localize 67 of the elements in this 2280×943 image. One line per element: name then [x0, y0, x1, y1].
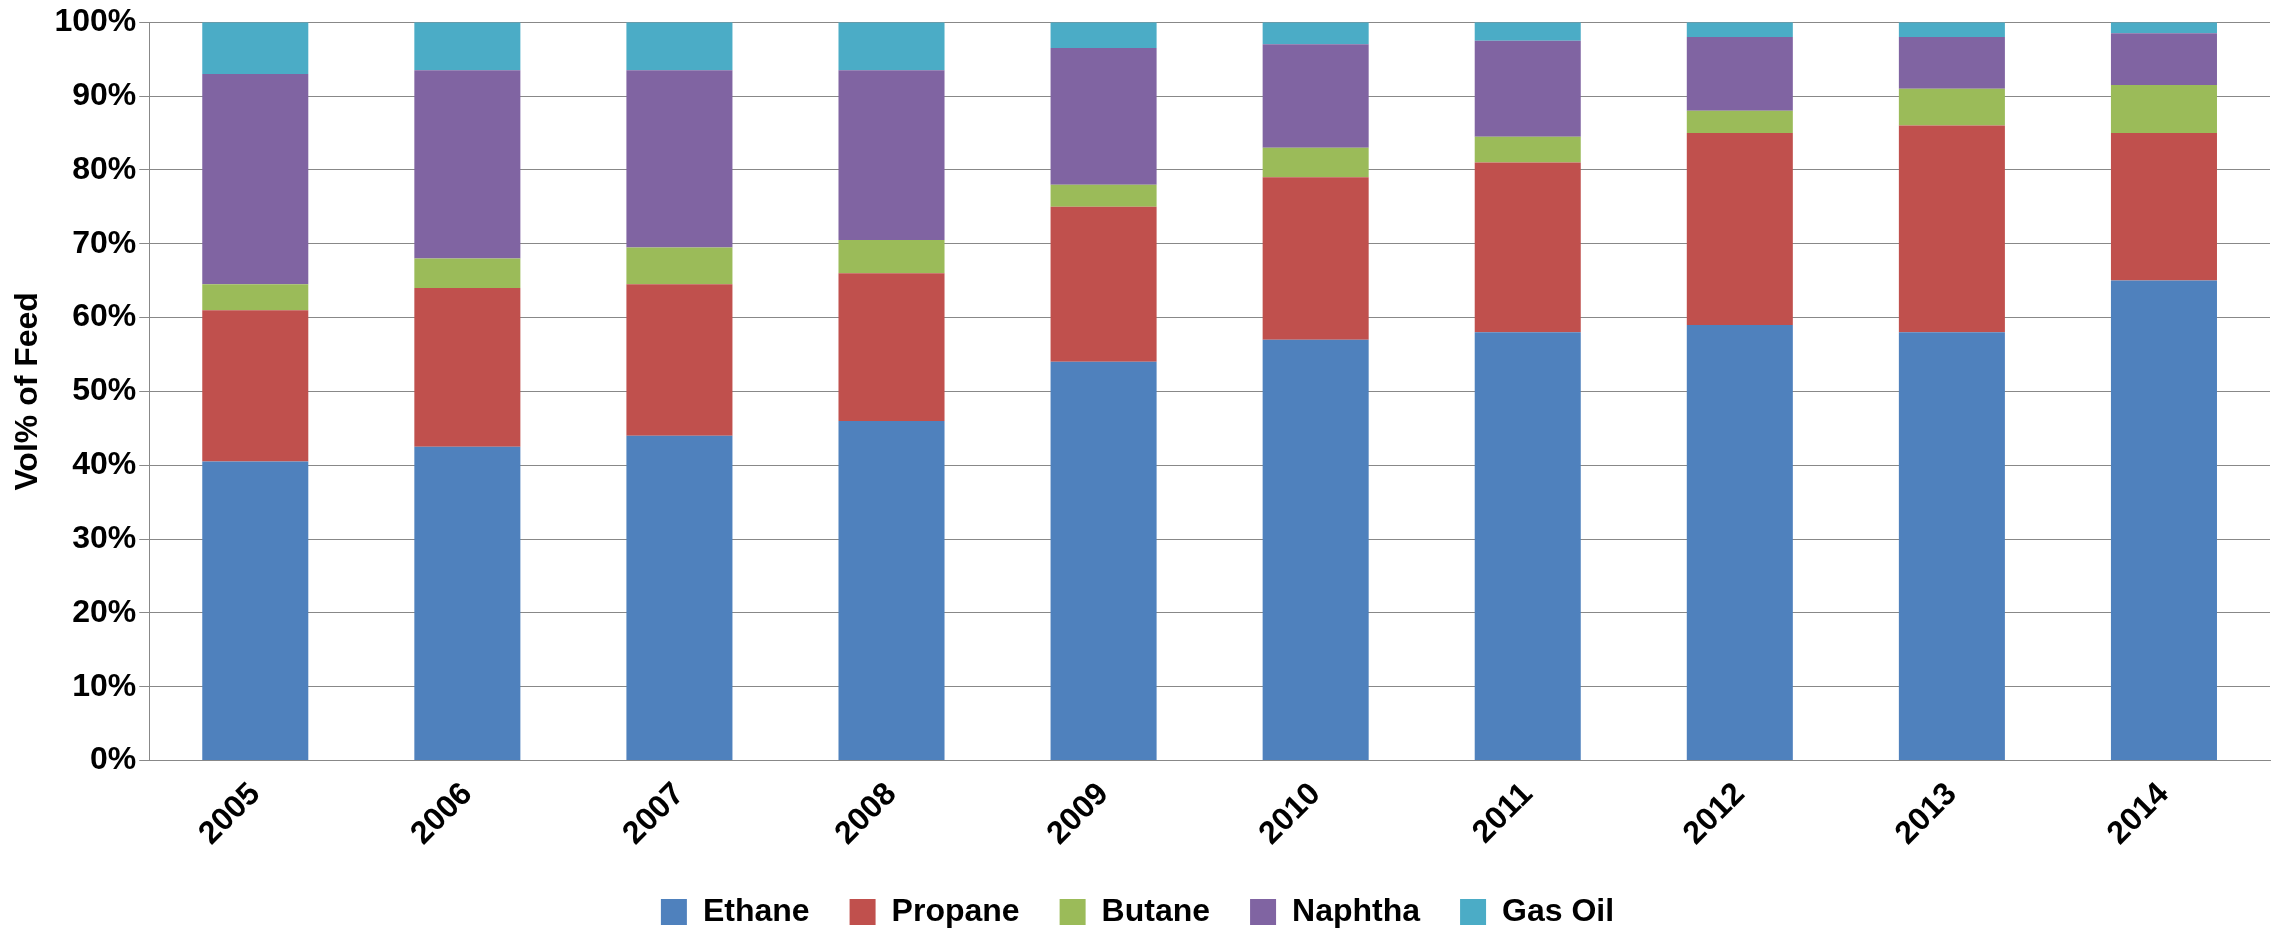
bar: [1686, 110, 1793, 133]
bar: [1474, 22, 1581, 41]
bar: [626, 22, 733, 71]
bar: [1686, 36, 1793, 111]
legend-label: Ethane: [702, 891, 810, 928]
bar: [414, 22, 521, 71]
bar: [1898, 22, 2005, 37]
bar: [838, 240, 945, 274]
bar: [1050, 206, 1157, 362]
bar: [1474, 162, 1581, 333]
bar: [414, 70, 521, 259]
y-tick-label: 70%: [72, 223, 137, 260]
bar: [1474, 332, 1581, 761]
bar: [1898, 125, 2005, 333]
bar: [2110, 84, 2217, 133]
bar: [626, 284, 733, 436]
bar: [1262, 22, 1369, 45]
bar: [1050, 361, 1157, 761]
bar: [626, 435, 733, 761]
bar: [2110, 132, 2217, 281]
bar: [838, 70, 945, 240]
y-tick-label: 20%: [72, 592, 137, 629]
bar: [1262, 177, 1369, 340]
bar: [838, 273, 945, 421]
bar: [1898, 36, 2005, 89]
bar: [1898, 332, 2005, 761]
bar: [414, 258, 521, 288]
bar: [1262, 339, 1369, 761]
y-tick-label: 90%: [72, 75, 137, 112]
bar: [202, 461, 309, 761]
y-tick-label: 80%: [72, 149, 137, 186]
bar: [202, 310, 309, 462]
bar: [1474, 136, 1581, 163]
bar: [202, 73, 309, 285]
y-tick-label: 50%: [72, 371, 137, 408]
bar: [414, 287, 521, 447]
legend-label: Propane: [891, 891, 1020, 928]
bar: [2110, 22, 2217, 34]
y-tick-label: 10%: [72, 666, 137, 703]
y-axis-title: Vol% of Feed: [8, 292, 45, 491]
y-tick-label: 100%: [54, 2, 137, 39]
bar: [626, 70, 733, 248]
bar: [838, 420, 945, 761]
bar: [2110, 33, 2217, 85]
bar: [838, 22, 945, 71]
y-tick-label: 30%: [72, 518, 137, 555]
bar: [1898, 88, 2005, 126]
bar: [1474, 40, 1581, 137]
bar: [1050, 184, 1157, 207]
bar: [1686, 132, 1793, 325]
bar: [202, 22, 309, 74]
bar: [1262, 147, 1369, 178]
bar: [1686, 324, 1793, 761]
y-tick-label: 0%: [89, 740, 137, 777]
bar: [2110, 280, 2217, 761]
bar: [414, 446, 521, 761]
bar: [202, 284, 309, 311]
bar: [1050, 22, 1157, 49]
bar: [626, 247, 733, 285]
legend-label: Naphtha: [1292, 891, 1421, 928]
bar: [1686, 22, 1793, 37]
bar: [1262, 44, 1369, 148]
y-tick-label: 40%: [72, 445, 137, 482]
bar: [1050, 48, 1157, 185]
legend-label: Gas Oil: [1502, 891, 1615, 928]
legend-label: Butane: [1101, 891, 1211, 928]
y-tick-label: 60%: [72, 297, 137, 334]
